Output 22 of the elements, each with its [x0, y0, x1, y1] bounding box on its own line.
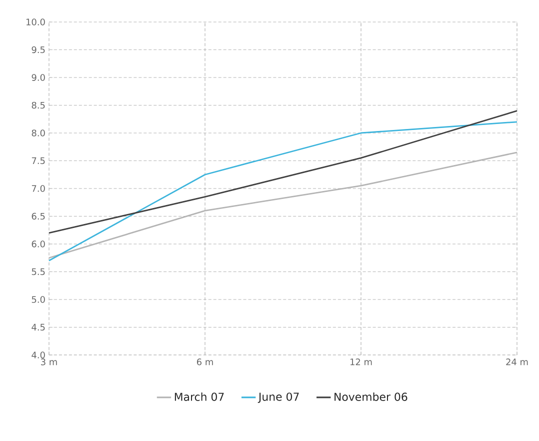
y-tick-label: 6.5: [32, 212, 45, 220]
y-tick-label: 9.0: [32, 74, 45, 81]
line-series: [48, 110, 518, 234]
line-series: [48, 121, 518, 262]
legend-label: November 06: [334, 392, 408, 401]
y-tick-label: 5.5: [32, 268, 45, 276]
x-tick-label: 3 m: [41, 358, 57, 366]
y-tick-label: 9.5: [32, 46, 45, 54]
y-tick-label: 8.0: [32, 130, 45, 136]
y-tick-label: 6.0: [32, 240, 45, 248]
y-tick-label: 7.5: [32, 157, 45, 164]
y-tick-label: 4.0: [32, 352, 45, 358]
y-tick-label: 5.0: [32, 296, 45, 303]
y-tick-label: 7.0: [32, 185, 45, 192]
x-tick-label: 12 m: [350, 358, 372, 366]
y-tick-label: 4.5: [32, 324, 45, 331]
legend-label: June 07: [258, 392, 299, 403]
x-tick-label: 6 m: [196, 358, 213, 366]
x-tick-label: 24 m: [506, 358, 528, 366]
y-tick-label: 10.0: [26, 18, 45, 26]
y-tick-label: 8.5: [32, 102, 45, 109]
legend-label: March 07: [174, 392, 224, 401]
